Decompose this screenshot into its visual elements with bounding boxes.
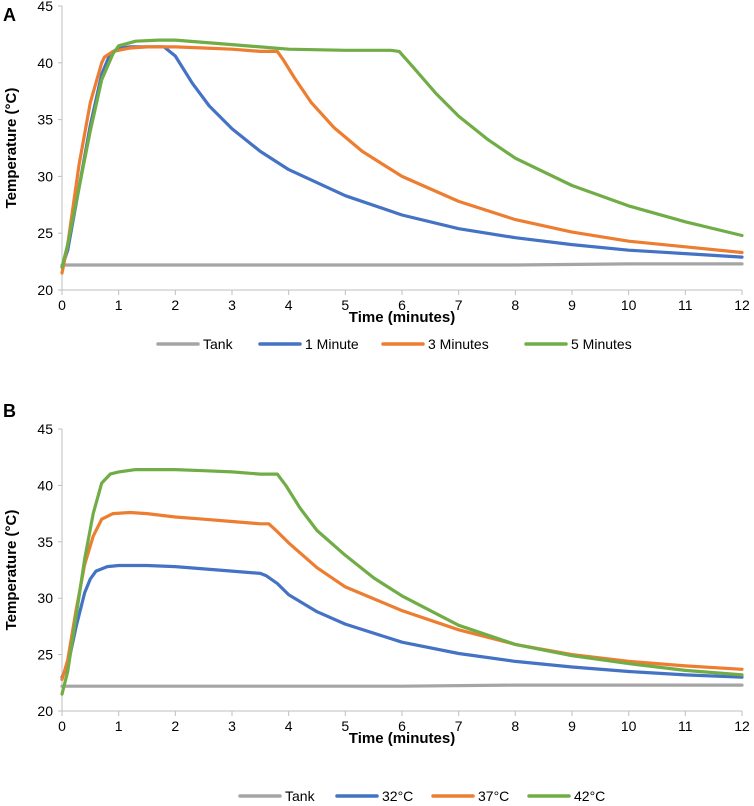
series-line-tank xyxy=(60,683,744,688)
x-tick-label: 10 xyxy=(621,718,637,734)
x-tick-label: 6 xyxy=(398,297,406,313)
y-tick-label: 40 xyxy=(37,477,53,493)
y-tick-label: 20 xyxy=(37,703,53,719)
x-axis-title: Time (minutes) xyxy=(349,730,455,747)
x-tick-label: 12 xyxy=(734,718,750,734)
x-tick-label: 2 xyxy=(171,297,179,313)
x-tick-label: 9 xyxy=(568,718,576,734)
x-tick-label: 10 xyxy=(621,297,637,313)
legend-label: 42°C xyxy=(574,788,605,804)
x-tick-label: 6 xyxy=(398,718,406,734)
x-tick-label: 3 xyxy=(228,297,236,313)
legend-label: 32°C xyxy=(382,788,413,804)
x-tick-label: 5 xyxy=(341,297,349,313)
x-tick-label: 8 xyxy=(511,718,519,734)
x-tick-label: 7 xyxy=(455,297,463,313)
x-tick-label: 11 xyxy=(678,718,693,734)
legend-label: Tank xyxy=(285,788,316,804)
series-line-1-minute xyxy=(60,45,744,269)
x-tick-label: 5 xyxy=(341,718,349,734)
x-tick-label: 12 xyxy=(734,297,750,313)
y-tick-label: 20 xyxy=(37,282,53,298)
legend-label: 3 Minutes xyxy=(428,336,489,352)
y-tick-label: 30 xyxy=(37,168,53,184)
x-tick-label: 0 xyxy=(58,297,66,313)
series-line-5-minutes xyxy=(60,38,744,269)
y-axis-title: Temperature (°C) xyxy=(3,88,20,209)
legend-label: 37°C xyxy=(478,788,509,804)
y-tick-label: 35 xyxy=(37,534,53,550)
series-line-tank xyxy=(60,262,744,267)
x-tick-label: 4 xyxy=(285,297,293,313)
x-tick-label: 1 xyxy=(115,718,123,734)
x-tick-label: 2 xyxy=(171,718,179,734)
legend-label: 1 Minute xyxy=(305,336,359,352)
legend-label: 5 Minutes xyxy=(571,336,632,352)
x-tick-label: 4 xyxy=(285,718,293,734)
y-tick-label: 40 xyxy=(37,55,53,71)
x-tick-label: 0 xyxy=(58,718,66,734)
y-tick-label: 35 xyxy=(37,112,53,128)
x-tick-label: 1 xyxy=(115,297,123,313)
panel-label: B xyxy=(3,401,16,421)
x-tick-label: 8 xyxy=(511,297,519,313)
x-tick-label: 7 xyxy=(455,718,463,734)
y-tick-label: 45 xyxy=(37,0,53,14)
legend-label: Tank xyxy=(203,336,234,352)
y-tick-label: 25 xyxy=(37,647,53,663)
series-line-32-c xyxy=(60,563,744,679)
y-tick-label: 30 xyxy=(37,590,53,606)
x-tick-label: 11 xyxy=(678,297,693,313)
x-tick-label: 9 xyxy=(568,297,576,313)
x-tick-label: 3 xyxy=(228,718,236,734)
panel-label: A xyxy=(3,5,16,25)
series-line-3-minutes xyxy=(60,45,744,275)
series-line-42-c xyxy=(60,468,744,696)
y-tick-label: 45 xyxy=(37,421,53,437)
y-axis-title: Temperature (°C) xyxy=(3,510,20,631)
y-tick-label: 25 xyxy=(37,225,53,241)
x-axis-title: Time (minutes) xyxy=(349,309,455,326)
